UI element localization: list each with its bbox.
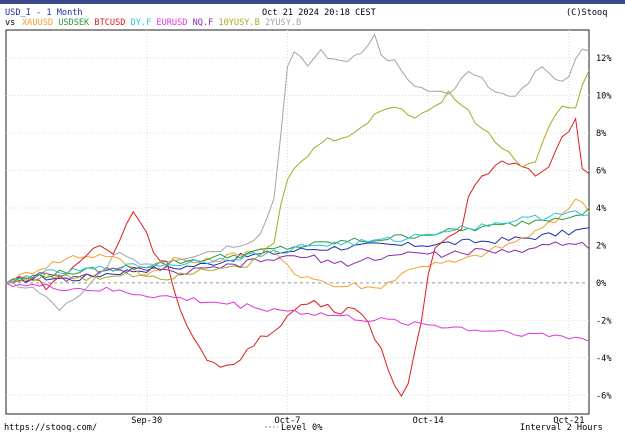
level-label: Level 0% (281, 423, 323, 433)
series-line-xauusd (5, 198, 590, 290)
y-tick-label: 0% (596, 279, 607, 289)
series-line-2yusy-b (5, 33, 590, 312)
legend-item: NQ.F (193, 18, 214, 28)
legend-item: BTCUSD (94, 18, 125, 28)
legend-item: XAUUSD (22, 18, 53, 28)
legend-item: 10YUSY.B (218, 18, 259, 28)
legend-item: 2YUSY.B (265, 18, 301, 28)
y-tick-label: 6% (596, 166, 607, 176)
grid (6, 30, 589, 414)
legend-item: DY.F (131, 18, 152, 28)
x-tick-label: Sep-30 (131, 416, 162, 426)
series-line-usd-i (5, 227, 590, 284)
plot-frame (5, 29, 590, 415)
series-line-eurusd (5, 282, 590, 342)
y-tick-label: 4% (596, 204, 607, 214)
y-tick-label: -2% (596, 316, 612, 326)
vs-label: vs (5, 18, 15, 28)
legend-item: USDSEK (58, 18, 90, 28)
legend-item: EURUSD (156, 18, 187, 28)
source-url: https://stooq.com/ (4, 423, 97, 433)
y-tick-label: 8% (596, 129, 607, 139)
y-tick-label: 2% (596, 241, 607, 251)
series-layer (5, 33, 590, 397)
y-tick-label: 10% (596, 92, 612, 102)
symbol-title: USD_I - 1 Month (5, 8, 83, 18)
y-tick-label: -4% (596, 354, 612, 364)
y-tick-label: 12% (596, 54, 612, 64)
series-line-10yusy-b (5, 70, 590, 284)
x-tick-label: Oct-21 (553, 416, 584, 426)
y-axis: 12% 10% 8% 6% 4% 2% 0% -2% -4% -6% (596, 54, 612, 401)
chart-datetime: Oct 21 2024 20:18 CEST (262, 8, 376, 18)
top-accent-bar (0, 0, 625, 4)
copyright-label: (C)Stooq (566, 8, 607, 18)
interval-label: Interval 2 Hours (520, 423, 603, 433)
x-tick-label: Oct-14 (413, 416, 444, 426)
y-tick-label: -6% (596, 391, 612, 401)
x-tick-label: Oct-7 (275, 416, 301, 426)
x-axis: Sep-30 Oct-7 Oct-14 Oct-21 (131, 416, 584, 426)
legend: XAUUSD USDSEK BTCUSD DY.F EURUSD NQ.F 10YUSY.B… (22, 18, 301, 28)
series-line-dy-f (5, 210, 590, 284)
series-line-btcusd (5, 117, 590, 397)
